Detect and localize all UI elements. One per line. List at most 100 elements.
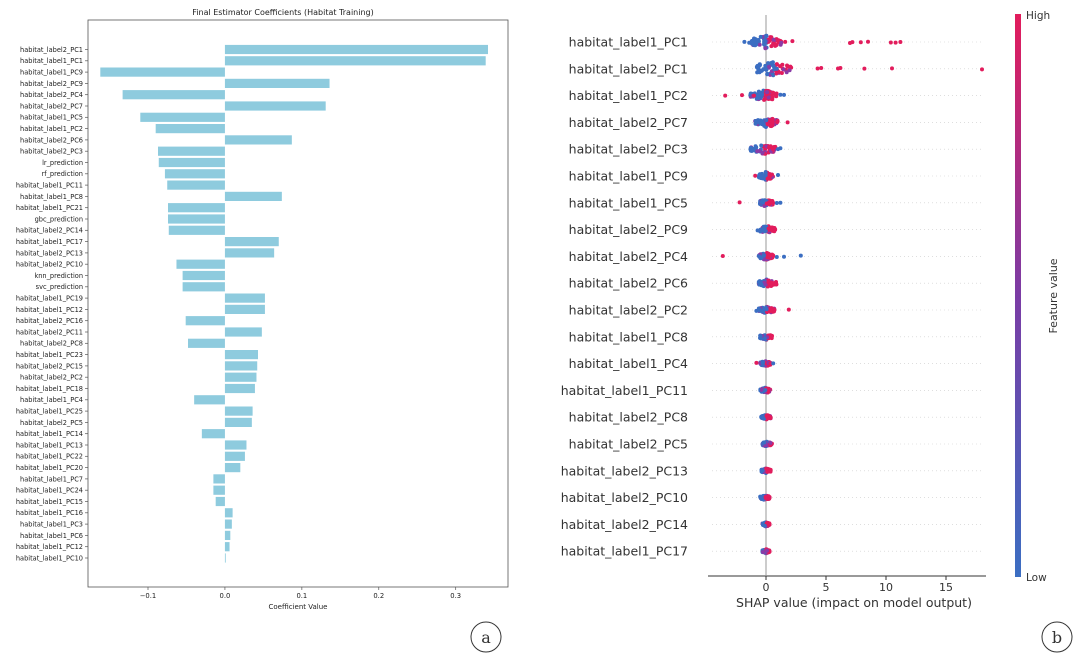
shap-point — [770, 60, 775, 65]
shap-point — [764, 67, 769, 72]
shap-point — [763, 46, 768, 51]
shap-point — [781, 67, 786, 72]
bar-habitat_label1_PC12 — [224, 542, 230, 552]
shap-point — [757, 42, 762, 47]
shap-point — [774, 62, 779, 67]
y-tick-label: habitat_label2_PC1 — [20, 46, 83, 54]
shap-point — [742, 39, 747, 44]
colorbar-high-label: High — [1026, 10, 1050, 22]
shap-point — [764, 307, 769, 312]
shap-point — [782, 254, 786, 259]
shap-point — [898, 40, 903, 45]
shap-point — [737, 200, 742, 205]
bar-habitat_label2_PC1 — [224, 44, 488, 55]
shap-point — [782, 92, 786, 97]
y-tick-label: habitat_label1_PC25 — [16, 408, 83, 416]
shap-point — [980, 67, 984, 72]
feature-label: habitat_label2_PC14 — [561, 517, 688, 532]
shap-point — [769, 308, 774, 313]
bar-habitat_label1_PC7 — [213, 474, 225, 484]
bar-habitat_label1_PC16 — [224, 508, 233, 518]
shap-point — [762, 523, 767, 528]
x-tick-label: 0.1 — [296, 592, 307, 600]
shap-point — [773, 43, 778, 48]
shap-point — [720, 253, 725, 258]
y-tick-label: habitat_label1_PC22 — [16, 453, 83, 461]
shap-point — [762, 440, 767, 445]
shap-point — [723, 93, 728, 98]
x-axis-label: Coefficient Value — [269, 603, 328, 611]
bar-habitat_label2_PC8 — [188, 338, 225, 348]
bar-knn_prediction — [182, 270, 225, 281]
shap-summary-plot: habitat_label1_PC1 habitat_label2_PC1habi… — [561, 10, 1073, 653]
beeswarm-row-habitat_label2_PC3 — [748, 143, 783, 156]
y-tick-label: habitat_label1_PC12 — [16, 306, 83, 314]
bar-habitat_label1_PC14 — [201, 429, 225, 439]
shap-point — [767, 64, 772, 69]
x-tick-label: 0.3 — [450, 592, 461, 600]
x-axis-label: SHAP value (impact on model output) — [736, 595, 972, 610]
shap-point — [770, 95, 775, 100]
shap-point — [787, 68, 792, 73]
shap-point — [888, 40, 893, 45]
bar-habitat_label2_PC2 — [224, 372, 257, 382]
bar-habitat_label2_PC6 — [224, 135, 292, 145]
beeswarm-row-habitat_label1_PC11 — [758, 385, 773, 395]
feature-label: habitat_label2_PC2 — [569, 303, 688, 318]
shap-point — [786, 307, 791, 312]
shap-point — [768, 144, 773, 149]
shap-point — [774, 200, 779, 205]
shap-point — [771, 253, 776, 258]
bar-habitat_label2_PC16 — [185, 316, 225, 326]
feature-label: habitat_label2_PC7 — [569, 115, 688, 130]
bar-habitat_label1_PC20 — [224, 463, 241, 473]
beeswarm-row-habitat_label2_PC8 — [759, 413, 773, 422]
shap-point — [771, 361, 776, 366]
bar-habitat_label1_PC9 — [100, 67, 225, 77]
beeswarm-row-habitat_label1_PC9 — [753, 169, 780, 182]
beeswarm-row-habitat_label2_PC1 — [754, 60, 984, 78]
shap-point — [765, 122, 770, 127]
shap-point — [759, 68, 764, 73]
beeswarm-row-habitat_label2_PC2 — [754, 304, 791, 315]
bar-gbc_prediction — [168, 214, 225, 224]
panel-label-circle — [1041, 621, 1073, 653]
shap-point — [765, 72, 770, 77]
shap-point — [762, 336, 767, 341]
shap-point — [764, 201, 769, 206]
shap-point — [862, 66, 867, 71]
feature-label: habitat_label2_PC10 — [561, 490, 688, 505]
feature-label: habitat_label1_PC2 — [569, 88, 688, 103]
shap-point — [759, 143, 764, 148]
shap-point — [767, 118, 772, 123]
shap-point — [763, 63, 768, 68]
shap-point — [759, 200, 764, 205]
y-tick-label: habitat_label1_PC1 — [20, 57, 83, 65]
shap-point — [858, 40, 863, 45]
y-tick-label: habitat_label2_PC8 — [20, 340, 83, 348]
shap-point — [759, 121, 764, 126]
shap-point — [764, 548, 769, 553]
shap-point — [759, 468, 764, 473]
shap-point — [761, 253, 766, 258]
y-tick-label: habitat_label1_PC19 — [16, 295, 83, 303]
shap-point — [740, 93, 744, 98]
y-tick-label: gbc_prediction — [35, 215, 83, 223]
bar-lr_prediction — [158, 157, 225, 168]
y-tick-label: lr_prediction — [42, 159, 83, 167]
bar-habitat_label2_PC15 — [224, 361, 258, 371]
shap-point — [775, 120, 780, 125]
bar-habitat_label1_PC17 — [224, 237, 279, 247]
bar-habitat_label2_PC14 — [168, 225, 225, 235]
shap-point — [772, 229, 777, 234]
shap-point — [838, 66, 843, 71]
y-tick-label: rf_prediction — [42, 170, 83, 178]
y-tick-label: habitat_label2_PC3 — [20, 148, 83, 156]
shap-point — [764, 118, 769, 123]
shap-point — [850, 40, 855, 45]
shap-point — [747, 40, 752, 45]
shap-point — [768, 440, 773, 445]
shap-point — [772, 307, 777, 312]
x-tick-label: 0.0 — [220, 592, 231, 600]
y-tick-label: habitat_label2_PC9 — [20, 80, 83, 88]
